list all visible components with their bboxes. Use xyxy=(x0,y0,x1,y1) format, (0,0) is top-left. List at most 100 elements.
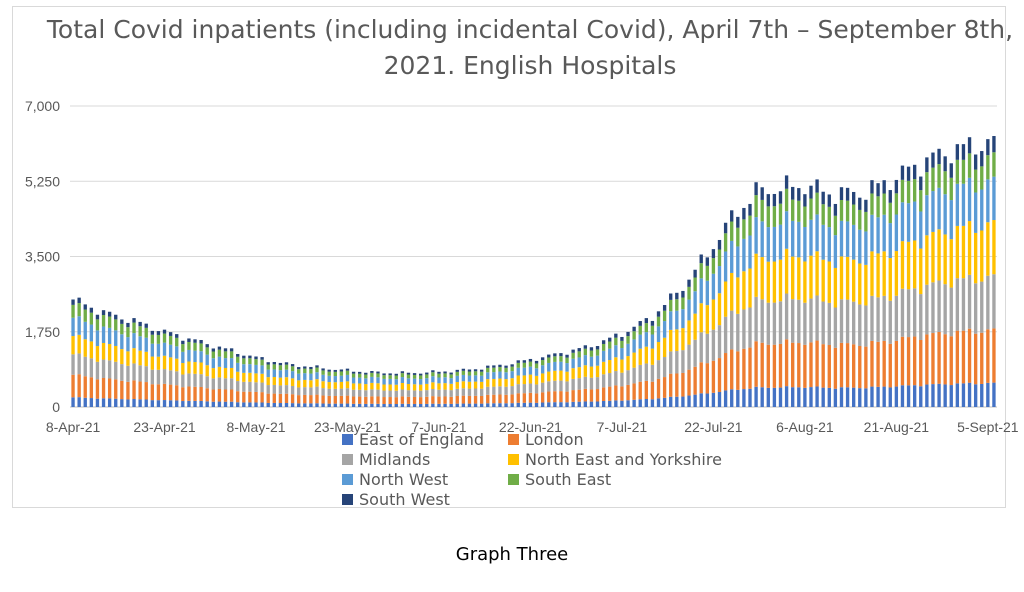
bar-segment xyxy=(498,386,502,395)
bar-segment xyxy=(382,403,386,407)
bar-segment xyxy=(961,159,966,184)
bar-segment xyxy=(254,373,258,383)
bar-segment xyxy=(852,224,856,260)
bar-segment xyxy=(278,403,283,407)
bar-segment xyxy=(583,355,588,366)
bar-segment xyxy=(687,320,691,345)
bar-segment xyxy=(888,343,892,388)
bar-segment xyxy=(229,367,234,379)
bar-segment xyxy=(577,401,581,407)
bar-segment xyxy=(351,373,356,378)
bar-segment xyxy=(650,325,655,335)
bar-segment xyxy=(760,342,764,388)
bar-segment xyxy=(723,390,728,407)
bar-segment xyxy=(547,357,551,363)
bar-segment xyxy=(784,188,789,212)
bar-segment xyxy=(791,387,795,407)
bar-segment xyxy=(89,324,94,342)
bar-segment xyxy=(931,167,935,192)
bar-segment xyxy=(89,398,94,407)
bar-segment xyxy=(638,325,642,335)
bar-segment xyxy=(144,323,148,328)
bar-segment xyxy=(394,379,398,385)
bar-segment xyxy=(839,200,844,221)
bar-segment xyxy=(632,367,636,384)
bar-segment xyxy=(467,395,472,404)
bar-segment xyxy=(595,401,600,407)
bar-segment xyxy=(315,367,319,373)
bar-segment xyxy=(919,339,923,387)
bar-segment xyxy=(912,240,917,289)
bar-segment xyxy=(992,220,996,275)
bar-segment xyxy=(528,361,533,367)
bar-segment xyxy=(626,331,630,337)
bar-segment xyxy=(748,307,752,348)
bar-segment xyxy=(333,388,337,396)
bar-segment xyxy=(943,334,947,385)
bar-segment xyxy=(351,403,356,407)
bar-segment xyxy=(229,378,234,390)
bar-segment xyxy=(382,375,386,379)
bar-segment xyxy=(650,334,655,349)
bar-segment xyxy=(120,319,124,324)
x-tick-label: 8-May-21 xyxy=(226,419,285,435)
bar-segment xyxy=(894,193,899,215)
bar-segment xyxy=(272,402,276,407)
bar-segment xyxy=(870,214,874,252)
bar-segment xyxy=(638,381,642,400)
bar-segment xyxy=(632,339,636,353)
bar-segment xyxy=(449,383,453,391)
bar-segment xyxy=(327,371,331,376)
bar-stack xyxy=(376,371,380,407)
bar-segment xyxy=(510,394,514,404)
y-tick-label: 0 xyxy=(52,399,60,415)
bar-segment xyxy=(498,403,502,407)
bar-segment xyxy=(175,358,179,372)
bar-segment xyxy=(315,403,319,407)
bar-segment xyxy=(437,383,441,390)
bar-segment xyxy=(955,225,960,279)
bar-segment xyxy=(479,375,484,382)
bar-segment xyxy=(967,328,972,383)
bar-segment xyxy=(736,277,740,314)
bar-segment xyxy=(961,144,966,160)
bar-segment xyxy=(925,235,929,285)
bar-segment xyxy=(400,396,405,404)
bar-segment xyxy=(370,403,374,407)
bar-segment xyxy=(144,351,148,367)
bar-stack xyxy=(77,297,81,407)
bar-segment xyxy=(986,139,990,156)
bar-segment xyxy=(351,389,356,397)
bar-segment xyxy=(260,359,264,366)
bar-segment xyxy=(223,367,228,379)
bar-segment xyxy=(120,364,124,381)
bar-segment xyxy=(272,393,276,403)
bar-segment xyxy=(126,322,130,328)
bar-segment xyxy=(205,347,209,355)
bar-segment xyxy=(528,383,533,393)
bar-segment xyxy=(425,374,429,379)
bar-segment xyxy=(589,401,594,407)
bar-segment xyxy=(760,387,764,407)
bar-segment xyxy=(626,343,630,357)
bar-segment xyxy=(882,214,886,252)
bar-segment xyxy=(669,293,673,300)
bar-stack xyxy=(553,353,557,407)
bar-segment xyxy=(675,310,679,330)
bar-segment xyxy=(931,191,935,232)
bar-segment xyxy=(534,384,539,394)
bar-segment xyxy=(406,403,411,407)
bar-segment xyxy=(364,396,368,404)
bar-segment xyxy=(559,361,563,371)
bar-segment xyxy=(845,256,850,300)
bar-stack xyxy=(925,157,929,407)
bar-segment xyxy=(797,299,801,344)
bar-segment xyxy=(370,396,374,404)
bar-stack xyxy=(632,326,636,407)
bar-segment xyxy=(961,183,966,226)
bar-segment xyxy=(358,377,362,384)
legend-swatch xyxy=(342,454,353,465)
bar-segment xyxy=(534,360,539,364)
bar-segment xyxy=(284,377,289,386)
bar-segment xyxy=(95,319,100,331)
